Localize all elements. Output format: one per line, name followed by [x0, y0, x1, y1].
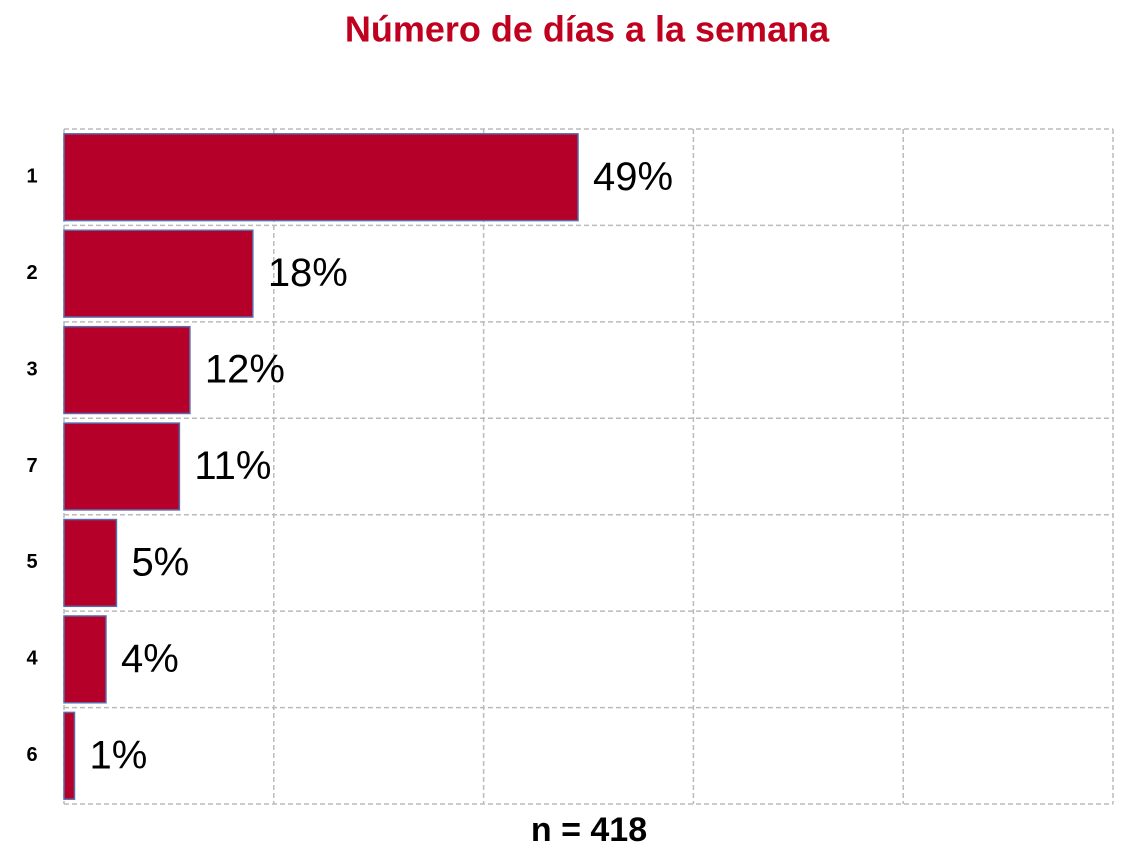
value-label: 49%: [593, 155, 673, 199]
bar: [63, 133, 579, 222]
sample-size: n = 418: [531, 811, 647, 849]
y-tick-label: 6: [26, 744, 37, 766]
y-tick-label: 5: [26, 551, 37, 573]
bar: [63, 615, 107, 704]
value-label: 1%: [89, 733, 147, 777]
value-label: 11%: [194, 444, 271, 488]
y-tick-label: 2: [26, 262, 37, 284]
y-tick-label: 7: [26, 455, 37, 477]
bar: [63, 325, 191, 415]
value-label: 4%: [121, 637, 179, 681]
bar: [63, 518, 118, 608]
y-tick-label: 1: [26, 165, 37, 187]
value-label: 5%: [131, 540, 189, 584]
bar: [63, 711, 76, 800]
y-tick-label: 4: [26, 648, 38, 670]
value-label: 12%: [205, 348, 285, 392]
y-tick-label: 3: [26, 358, 37, 380]
value-label: 18%: [268, 251, 348, 295]
bar: [63, 229, 254, 318]
chart-title: Número de días a la semana: [345, 9, 830, 50]
bar: [63, 422, 181, 511]
